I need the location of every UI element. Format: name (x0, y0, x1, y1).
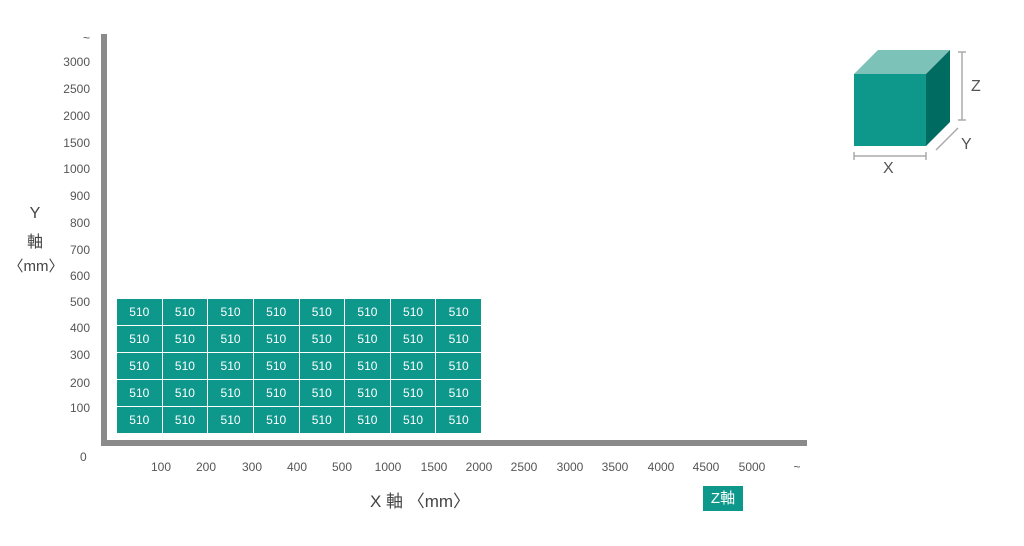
grid-cell: 510 (345, 353, 390, 379)
x-tick-label: 4500 (692, 460, 720, 474)
y-tick-label: 3000 (63, 55, 90, 69)
x-tick-label: 300 (241, 460, 263, 474)
x-tick-label: 3000 (556, 460, 584, 474)
y-axis-label-line3: 〈mm〉 (8, 258, 64, 275)
x-tick-label: 500 (331, 460, 353, 474)
grid-cell: 510 (436, 326, 481, 352)
x-tick-label: 100 (150, 460, 172, 474)
y-tick-label: 200 (69, 376, 90, 390)
grid-cell: 510 (162, 353, 208, 379)
grid-cell: 510 (208, 407, 253, 433)
grid-cell: 510 (436, 353, 481, 379)
grid-cell: 510 (390, 407, 436, 433)
grid-cell: 510 (253, 299, 299, 325)
grid-cell: 510 (299, 299, 345, 325)
x-tick-label: 3500 (601, 460, 629, 474)
grid-cell: 510 (162, 326, 208, 352)
x-tick-label: ~ (793, 460, 801, 474)
x-axis-label: X 軸 〈mm〉 (369, 492, 471, 511)
cube-x-label: X (883, 160, 894, 177)
grid-cell: 510 (253, 353, 299, 379)
grid-cell: 510 (436, 380, 481, 406)
y-tick-label: 1000 (63, 162, 90, 176)
y-tick-label: 500 (69, 295, 90, 309)
y-tick-label: 900 (69, 189, 90, 203)
grid-cell: 510 (162, 380, 208, 406)
grid-cell: 510 (208, 299, 253, 325)
grid-cell: 510 (345, 407, 390, 433)
grid-cell: 510 (345, 299, 390, 325)
x-tick-label: 2000 (465, 460, 493, 474)
y-tick-label: 100 (69, 401, 90, 415)
x-tick-label: 5000 (738, 460, 766, 474)
x-tick-label: 2500 (510, 460, 538, 474)
grid-cell: 510 (117, 299, 162, 325)
origin-label: 0 (80, 450, 87, 464)
grid-cell: 510 (253, 407, 299, 433)
cube-side-face (926, 50, 950, 146)
cube-z-label: Z (971, 78, 981, 95)
grid-cell: 510 (390, 380, 436, 406)
y-tick-label: 800 (69, 216, 90, 230)
y-tick-label: 400 (69, 321, 90, 335)
cube-y-dimension-line (935, 127, 959, 151)
value-grid: 510 510 510 510 510 510 510 510 510 510 510 510 510 5… (117, 299, 481, 433)
grid-cell: 510 (162, 299, 208, 325)
y-axis-line (101, 34, 107, 446)
x-tick-label: 1500 (420, 460, 448, 474)
y-tick-label: ~ (82, 31, 90, 45)
y-tick-label: 2000 (63, 109, 90, 123)
grid-cell: 510 (253, 380, 299, 406)
z-axis-badge: Z軸 (703, 486, 743, 511)
grid-cell: 510 (117, 353, 162, 379)
x-tick-label: 1000 (374, 460, 402, 474)
grid-cell: 510 (436, 299, 481, 325)
grid-cell: 510 (117, 407, 162, 433)
grid-cell: 510 (345, 380, 390, 406)
grid-cell: 510 (117, 380, 162, 406)
grid-cell: 510 (162, 407, 208, 433)
x-axis-line (101, 440, 807, 446)
y-tick-label: 700 (69, 243, 90, 257)
x-tick-label: 400 (286, 460, 308, 474)
cube-front-face (854, 74, 926, 146)
grid-cell: 510 (390, 353, 436, 379)
x-tick-label: 200 (195, 460, 217, 474)
x-tick-label: 4000 (647, 460, 675, 474)
grid-cell: 510 (208, 380, 253, 406)
grid-cell: 510 (299, 326, 345, 352)
grid-cell: 510 (117, 326, 162, 352)
y-tick-label: 300 (69, 348, 90, 362)
grid-cell: 510 (390, 299, 436, 325)
grid-cell: 510 (345, 326, 390, 352)
y-tick-label: 1500 (63, 136, 90, 150)
y-tick-label: 600 (69, 269, 90, 283)
y-axis-label-line1: Y (29, 205, 41, 222)
grid-cell: 510 (299, 353, 345, 379)
y-tick-label: 2500 (63, 82, 90, 96)
grid-cell: 510 (299, 380, 345, 406)
cube-y-label: Y (961, 136, 972, 153)
grid-cell: 510 (436, 407, 481, 433)
grid-cell: 510 (208, 326, 253, 352)
cube-top-face (854, 50, 950, 74)
grid-cell: 510 (208, 353, 253, 379)
grid-cell: 510 (253, 326, 299, 352)
grid-cell: 510 (299, 407, 345, 433)
cube-illustration (853, 50, 966, 160)
y-axis-label-line2: 軸 (26, 234, 43, 251)
grid-cell: 510 (390, 326, 436, 352)
